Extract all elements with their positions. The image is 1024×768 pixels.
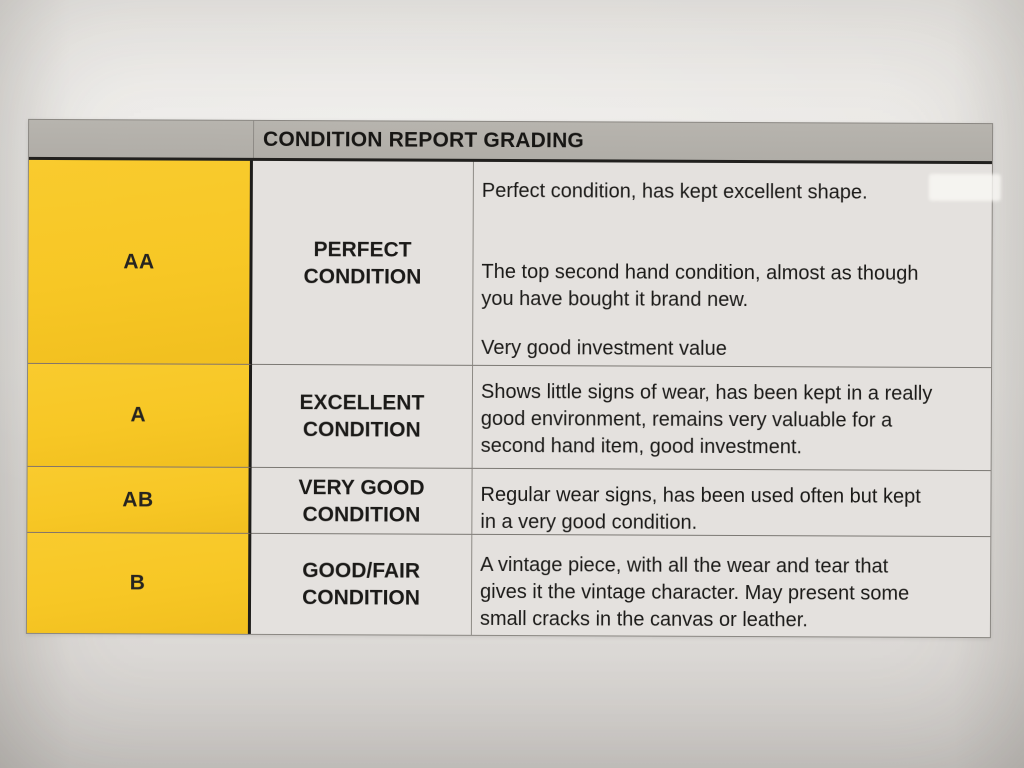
- description-paragraph: Shows little signs of wear, has been kep…: [480, 380, 933, 459]
- table-title: CONDITION REPORT GRADING: [262, 127, 585, 152]
- description-paragraph: Regular wear signs, has been used often …: [480, 483, 921, 534]
- condition-label-b: GOOD/FAIR CONDITION: [250, 533, 473, 635]
- description-paragraph: Perfect condition, has kept excellent sh…: [481, 179, 868, 204]
- description-paragraph: Very good investment value: [481, 336, 727, 360]
- condition-label-ab: VERY GOOD CONDITION: [251, 467, 473, 535]
- description-paragraph: A vintage piece, with all the wear and t…: [479, 553, 910, 632]
- grade-cell-ab: AB: [27, 466, 252, 534]
- condition-label-text: PERFECT CONDITION: [303, 237, 422, 289]
- condition-label-a: EXCELLENT CONDITION: [251, 364, 474, 469]
- condition-label-text: EXCELLENT CONDITION: [299, 391, 425, 442]
- grading-table-wrap: CONDITION REPORT GRADING AA PERFECT COND…: [25, 118, 1001, 639]
- description-cell-ab: Regular wear signs, has been used often …: [472, 468, 991, 538]
- condition-label-text: GOOD/FAIR CONDITION: [302, 559, 421, 610]
- description-cell-aa: Perfect condition, has kept excellent sh…: [473, 161, 992, 369]
- description-cell-a: Shows little signs of wear, has been kep…: [472, 365, 992, 472]
- grade-cell-b: B: [26, 532, 252, 634]
- grade-cell-a: A: [27, 363, 253, 468]
- table-header-row: CONDITION REPORT GRADING: [28, 119, 993, 165]
- condition-label-aa: PERFECT CONDITION: [252, 160, 474, 366]
- description-paragraph: The top second hand condition, almost as…: [481, 260, 919, 312]
- grading-table: CONDITION REPORT GRADING AA PERFECT COND…: [25, 118, 994, 639]
- grade-cell-aa: AA: [28, 159, 253, 365]
- condition-label-text: VERY GOOD CONDITION: [298, 475, 425, 527]
- description-cell-b: A vintage piece, with all the wear and t…: [471, 534, 991, 638]
